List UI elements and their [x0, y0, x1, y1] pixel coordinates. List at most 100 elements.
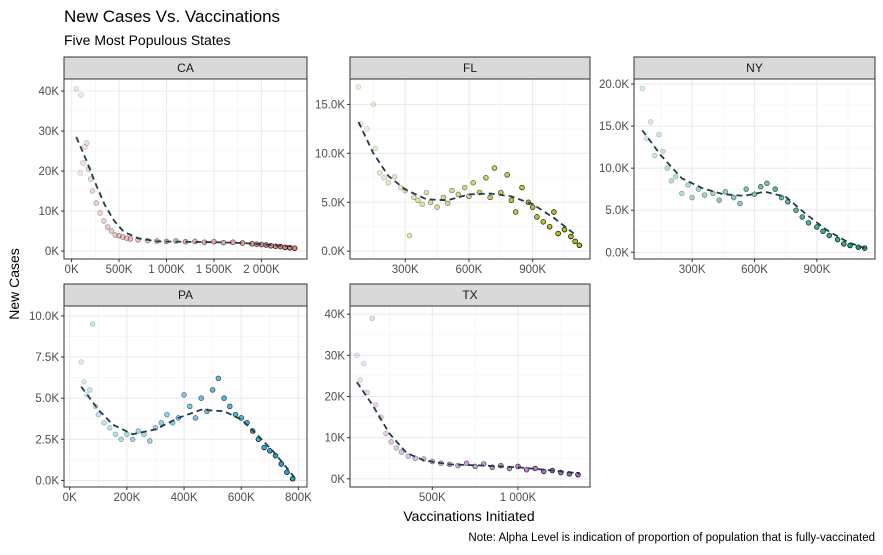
- data-point: [410, 194, 417, 201]
- panel-pa: PA 0K 200K 400K 600K 800K 0.0K 2.5K 5.0K 7.5K 10.0…: [29, 283, 312, 504]
- y-tick-label: 0.0K: [35, 475, 59, 487]
- trend-line: [75, 136, 295, 248]
- data-point: [164, 411, 170, 418]
- data-point: [81, 378, 87, 385]
- data-point: [504, 172, 510, 178]
- panel-border: [63, 305, 308, 488]
- data-point: [354, 352, 360, 359]
- data-point: [841, 241, 847, 247]
- y-tick-label: 40K: [39, 86, 60, 98]
- data-point: [372, 145, 379, 152]
- y-tick-label: 7.5K: [35, 352, 59, 364]
- y-tick-label: 10.0K: [315, 148, 345, 160]
- data-point: [120, 234, 126, 240]
- data-point: [215, 375, 222, 382]
- data-point: [799, 214, 806, 220]
- panels: CA 0K 500K 1 000K 1 500K 2 000K 0K 10K 20K 30K 40K…: [29, 56, 876, 504]
- plot-background: [350, 79, 590, 259]
- data-point: [685, 182, 691, 188]
- data-point: [730, 194, 737, 201]
- data-point: [805, 220, 812, 226]
- data-point: [656, 131, 662, 138]
- x-tick-label: 1 000K: [148, 264, 185, 276]
- data-point: [89, 188, 96, 194]
- data-point: [434, 204, 440, 210]
- data-point: [398, 449, 405, 455]
- data-point: [355, 84, 362, 90]
- data-point: [470, 179, 476, 186]
- facet-label: PA: [178, 288, 193, 302]
- data-point: [192, 415, 199, 421]
- x-tick-label: 900K: [803, 264, 830, 276]
- data-point: [529, 204, 536, 210]
- data-point: [508, 197, 515, 204]
- data-point: [220, 239, 227, 246]
- x-tick-label: 300K: [392, 264, 419, 276]
- x-tick-label: 800K: [285, 492, 312, 504]
- data-point: [104, 224, 111, 230]
- data-point: [551, 209, 557, 215]
- data-point: [73, 86, 80, 92]
- data-point: [116, 233, 122, 239]
- panel-border: [349, 78, 591, 260]
- data-point: [135, 428, 142, 434]
- y-axis-label: New Cases: [6, 248, 22, 320]
- y-tick-label: 20K: [39, 166, 60, 178]
- x-tick-label: 1 000K: [500, 492, 537, 504]
- panel-ca: CA 0K 500K 1 000K 1 500K 2 000K 0K 10K 20K 30K 40K: [39, 56, 308, 276]
- data-point: [261, 444, 267, 451]
- data-point: [555, 230, 561, 237]
- y-tick-label: 30K: [39, 126, 60, 138]
- y-tick-label: 0.0K: [321, 246, 345, 258]
- y-tick-label: 10.0K: [29, 311, 59, 323]
- data-point: [406, 232, 413, 239]
- data-point: [78, 92, 84, 98]
- y-tick-label: 2.5K: [35, 434, 59, 446]
- data-point: [639, 85, 646, 92]
- data-point: [722, 188, 729, 195]
- facet-label: CA: [177, 61, 194, 75]
- data-point: [487, 194, 493, 201]
- data-point: [419, 201, 425, 207]
- data-point: [814, 224, 820, 230]
- panel-border: [63, 78, 308, 260]
- data-point: [106, 425, 113, 431]
- data-point: [369, 315, 376, 322]
- caption: Note: Alpha Level is indication of propo…: [468, 532, 875, 544]
- data-point: [89, 321, 96, 327]
- data-point: [112, 232, 119, 238]
- facet-label: TX: [462, 288, 477, 302]
- data-point: [455, 191, 462, 198]
- panel-tx: TX 500K 1 000K 0K 10K 20K 30K 40K: [325, 283, 591, 504]
- data-point: [209, 387, 216, 393]
- y-tick-label: 15.0K: [599, 121, 629, 133]
- chart-title: New Cases Vs. Vaccinations: [64, 7, 280, 26]
- y-tick-label: 0K: [331, 474, 345, 486]
- data-point: [764, 180, 770, 187]
- y-tick-label: 10K: [39, 206, 60, 218]
- facet-label: NY: [746, 61, 763, 75]
- data-point: [483, 175, 489, 181]
- data-point: [381, 175, 387, 181]
- data-point: [519, 184, 525, 191]
- data-point: [80, 160, 86, 166]
- x-tick-label: 300K: [679, 264, 706, 276]
- data-point: [108, 228, 115, 234]
- x-tick-label: 600K: [228, 492, 255, 504]
- data-point: [198, 395, 204, 401]
- x-tick-label: 600K: [741, 264, 768, 276]
- data-point: [95, 411, 102, 418]
- data-point: [440, 194, 447, 201]
- data-point: [561, 226, 568, 233]
- data-point: [834, 236, 841, 243]
- data-point: [388, 439, 394, 445]
- data-point: [652, 152, 658, 159]
- data-point: [181, 392, 187, 398]
- data-point: [820, 228, 826, 234]
- data-point: [101, 420, 107, 426]
- data-point: [360, 360, 367, 367]
- x-tick-label: 0K: [63, 492, 77, 504]
- data-point: [757, 183, 764, 190]
- data-point: [679, 190, 685, 197]
- data-point: [221, 395, 227, 401]
